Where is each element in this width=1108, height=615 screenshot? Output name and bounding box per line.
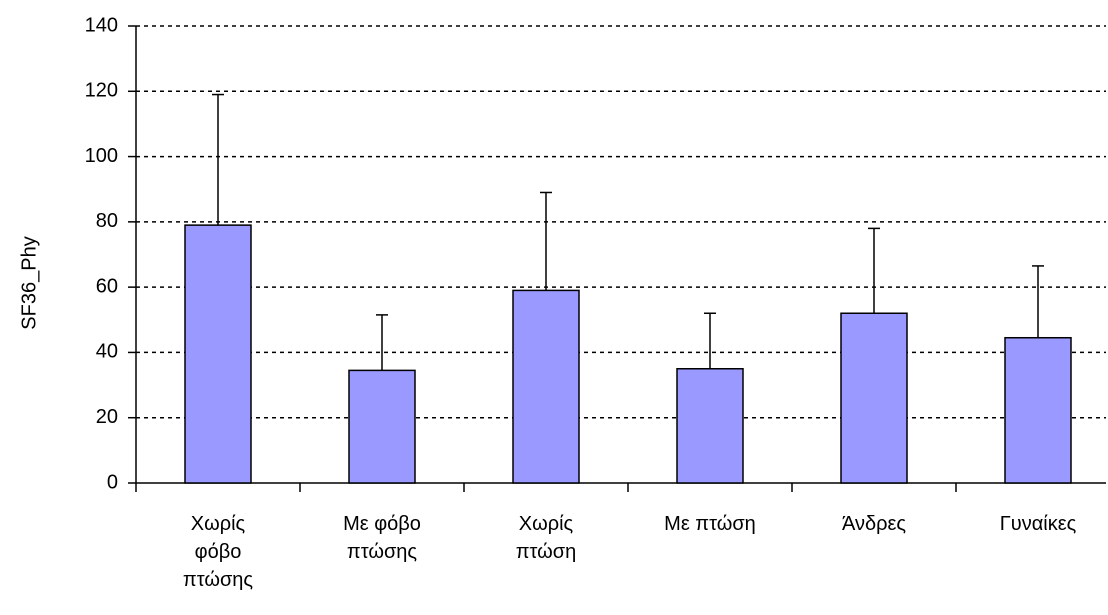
bar — [840, 312, 908, 484]
y-tick-label: 40 — [96, 341, 118, 363]
y-tick-label: 140 — [85, 14, 118, 36]
x-tick-label: Άνδρες — [841, 513, 907, 535]
y-tick-label: 80 — [96, 210, 118, 232]
y-tick-label: 60 — [96, 275, 118, 297]
y-tick-label: 20 — [96, 406, 118, 428]
y-tick-label: 0 — [107, 471, 118, 493]
y-axis-label: SF36_Phy — [18, 236, 40, 329]
y-tick-label: 120 — [85, 80, 118, 102]
x-tick-label: Γυναίκες — [999, 513, 1077, 535]
x-tick-label: Χωρίς φόβο πτώσης — [182, 513, 254, 591]
bar — [1004, 336, 1072, 484]
y-tick-label: 100 — [85, 145, 118, 167]
bar — [184, 224, 252, 484]
bar — [676, 368, 744, 484]
x-tick-label: Με φόβο πτώσης — [343, 513, 421, 563]
bar — [348, 369, 416, 484]
x-tick-label: Χωρίς πτώση — [515, 513, 577, 563]
x-tick-label: Με πτώση — [664, 513, 756, 535]
bar — [512, 289, 580, 484]
